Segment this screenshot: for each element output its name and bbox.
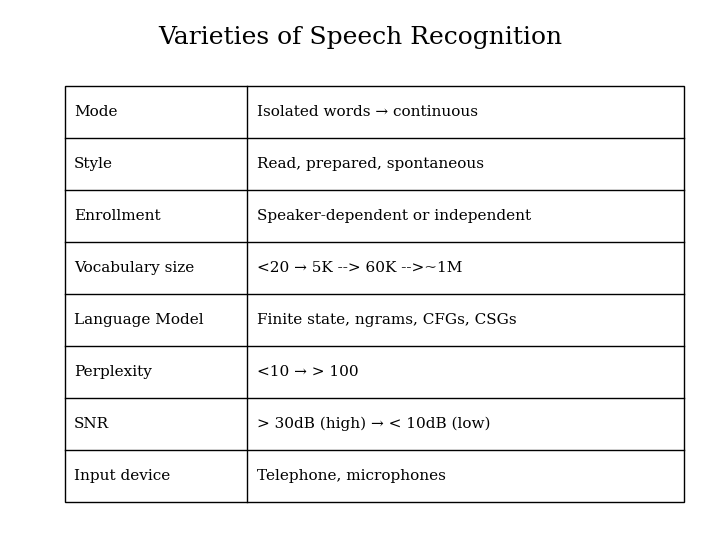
Text: <10 → > 100: <10 → > 100 <box>257 365 359 379</box>
Text: Speaker-dependent or independent: Speaker-dependent or independent <box>257 210 531 224</box>
Text: Varieties of Speech Recognition: Varieties of Speech Recognition <box>158 26 562 49</box>
Text: <20 → 5K --> 60K -->~1M: <20 → 5K --> 60K -->~1M <box>257 261 462 275</box>
Text: Finite state, ngrams, CFGs, CSGs: Finite state, ngrams, CFGs, CSGs <box>257 313 516 327</box>
Text: SNR: SNR <box>74 417 109 431</box>
Text: Read, prepared, spontaneous: Read, prepared, spontaneous <box>257 157 484 171</box>
Text: Vocabulary size: Vocabulary size <box>74 261 194 275</box>
Text: Telephone, microphones: Telephone, microphones <box>257 469 446 483</box>
Text: Enrollment: Enrollment <box>74 210 161 224</box>
Text: Language Model: Language Model <box>74 313 204 327</box>
Text: Isolated words → continuous: Isolated words → continuous <box>257 105 478 119</box>
Text: Input device: Input device <box>74 469 171 483</box>
Text: Mode: Mode <box>74 105 117 119</box>
Text: Style: Style <box>74 157 113 171</box>
Text: Perplexity: Perplexity <box>74 365 152 379</box>
Bar <box>65 86 684 502</box>
Text: > 30dB (high) → < 10dB (low): > 30dB (high) → < 10dB (low) <box>257 417 490 431</box>
